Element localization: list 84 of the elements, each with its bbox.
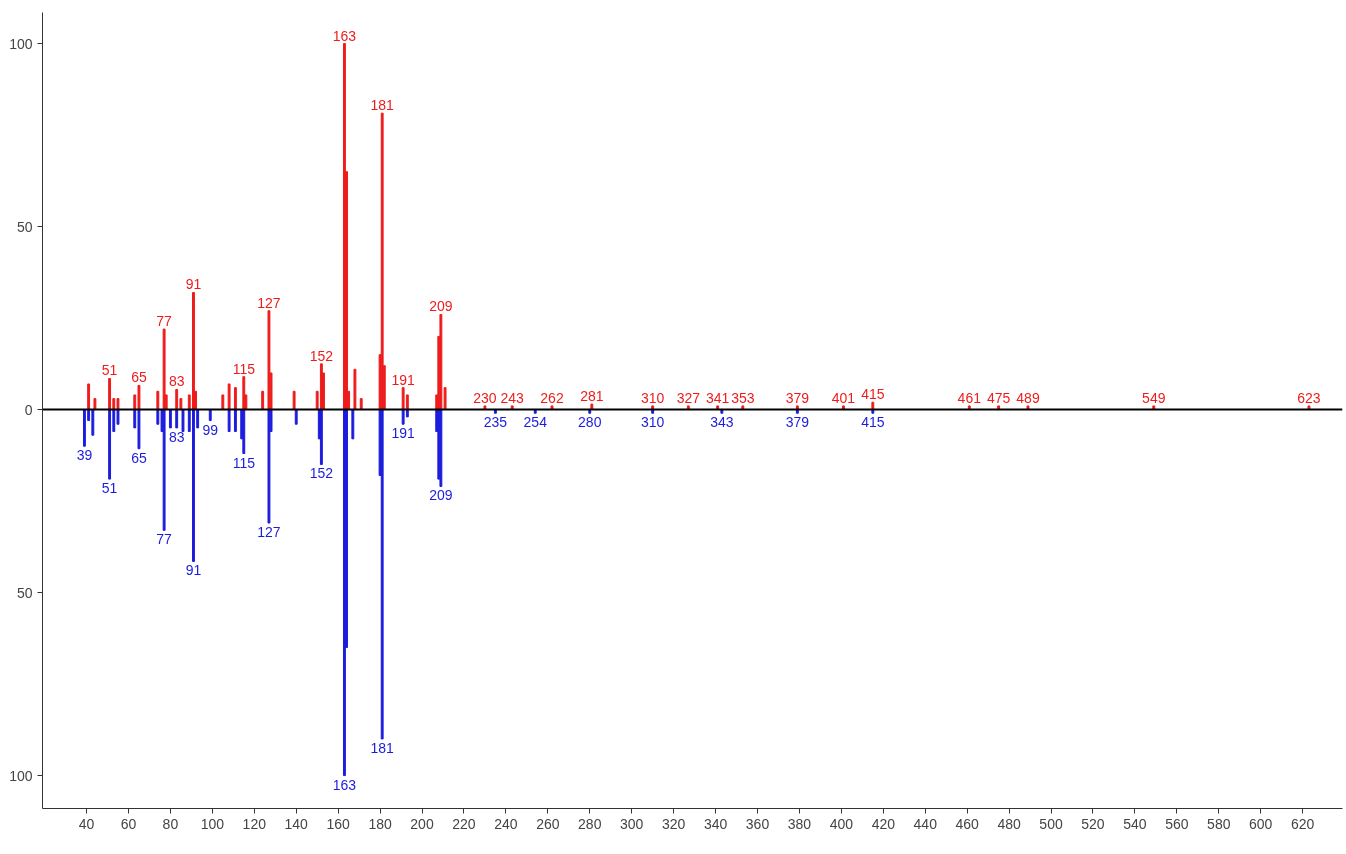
annotation: 77 (156, 313, 173, 330)
x-tick-label: 340 (703, 815, 728, 832)
annotation: 343 (710, 414, 734, 431)
annotation: 77 (156, 531, 173, 548)
annotation: 65 (131, 449, 147, 466)
x-tick-label: 540 (1123, 815, 1147, 832)
annotation: 379 (785, 389, 810, 406)
annotation: 254 (523, 414, 548, 431)
x-tick-label: 280 (578, 815, 602, 832)
x-tick-label: 520 (1081, 815, 1105, 832)
annotation: 127 (257, 524, 281, 541)
annotation: 115 (232, 454, 256, 471)
x-tick-label: 480 (997, 815, 1022, 832)
x-tick-label: 440 (913, 815, 938, 832)
x-tick-label: 260 (536, 815, 560, 832)
annotation: 415 (861, 386, 885, 403)
y-tick-label: 50 (16, 584, 33, 601)
x-tick-label: 200 (410, 815, 434, 832)
annotation: 489 (1016, 389, 1040, 406)
annotation: 191 (391, 371, 416, 388)
y-tick-label: 0 (24, 401, 33, 418)
x-tick-label: 300 (620, 815, 644, 832)
annotation: 115 (232, 360, 256, 377)
annotation: 327 (676, 389, 701, 406)
annotation: 83 (168, 428, 185, 445)
annotation: 401 (831, 389, 856, 406)
annotation: 461 (957, 389, 982, 406)
annotation: 181 (370, 739, 395, 756)
x-tick-label: 360 (745, 815, 770, 832)
annotation: 415 (861, 414, 885, 431)
x-tick-label: 60 (120, 815, 137, 832)
annotation: 230 (473, 389, 497, 406)
annotation: 51 (101, 362, 118, 379)
annotation: 83 (168, 373, 185, 390)
annotation: 39 (76, 447, 93, 464)
x-tick-label: 240 (494, 815, 518, 832)
annotation: 152 (309, 347, 334, 364)
x-tick-label: 180 (368, 815, 392, 832)
annotation: 65 (131, 369, 147, 386)
annotation: 91 (185, 276, 202, 293)
annotation: 152 (309, 465, 334, 482)
annotation: 209 (429, 298, 453, 315)
x-tick-label: 420 (871, 815, 896, 832)
x-tick-label: 40 (78, 815, 95, 832)
x-tick-label: 140 (284, 815, 309, 832)
annotation: 163 (332, 776, 357, 793)
x-tick-label: 120 (242, 815, 267, 832)
annotation: 181 (370, 97, 395, 114)
annotation: 353 (731, 389, 755, 406)
y-tick-label: 50 (16, 218, 33, 235)
x-tick-label: 220 (452, 815, 476, 832)
x-tick-label: 380 (787, 815, 812, 832)
x-tick-label: 80 (162, 815, 179, 832)
annotation: 91 (185, 562, 202, 579)
x-tick-label: 600 (1249, 815, 1273, 832)
x-tick-label: 100 (200, 815, 225, 832)
annotation: 310 (640, 389, 665, 406)
x-tick-label: 620 (1290, 815, 1315, 832)
annotation: 310 (640, 414, 665, 431)
annotation: 475 (986, 389, 1011, 406)
annotation: 341 (705, 389, 730, 406)
x-tick-label: 320 (661, 815, 686, 832)
x-tick-label: 580 (1207, 815, 1231, 832)
annotation: 549 (1142, 389, 1166, 406)
annotation: 235 (483, 414, 508, 431)
annotation: 163 (332, 27, 357, 44)
x-tick-label: 160 (326, 815, 351, 832)
annotation: 379 (785, 414, 810, 431)
x-tick-label: 460 (955, 815, 980, 832)
y-tick-label: 100 (9, 35, 33, 52)
annotation: 51 (101, 480, 118, 497)
y-tick-label: 100 (9, 767, 33, 784)
x-tick-label: 560 (1165, 815, 1189, 832)
annotation: 243 (500, 389, 525, 406)
annotation: 127 (257, 294, 281, 311)
annotation: 191 (391, 425, 416, 442)
annotation: 281 (580, 388, 604, 405)
annotation: 99 (202, 421, 219, 438)
x-tick-label: 500 (1039, 815, 1063, 832)
annotation: 280 (578, 414, 602, 431)
annotation: 623 (1297, 389, 1321, 406)
annotation: 262 (540, 389, 564, 406)
x-tick-label: 400 (829, 815, 854, 832)
annotation: 209 (429, 487, 453, 504)
